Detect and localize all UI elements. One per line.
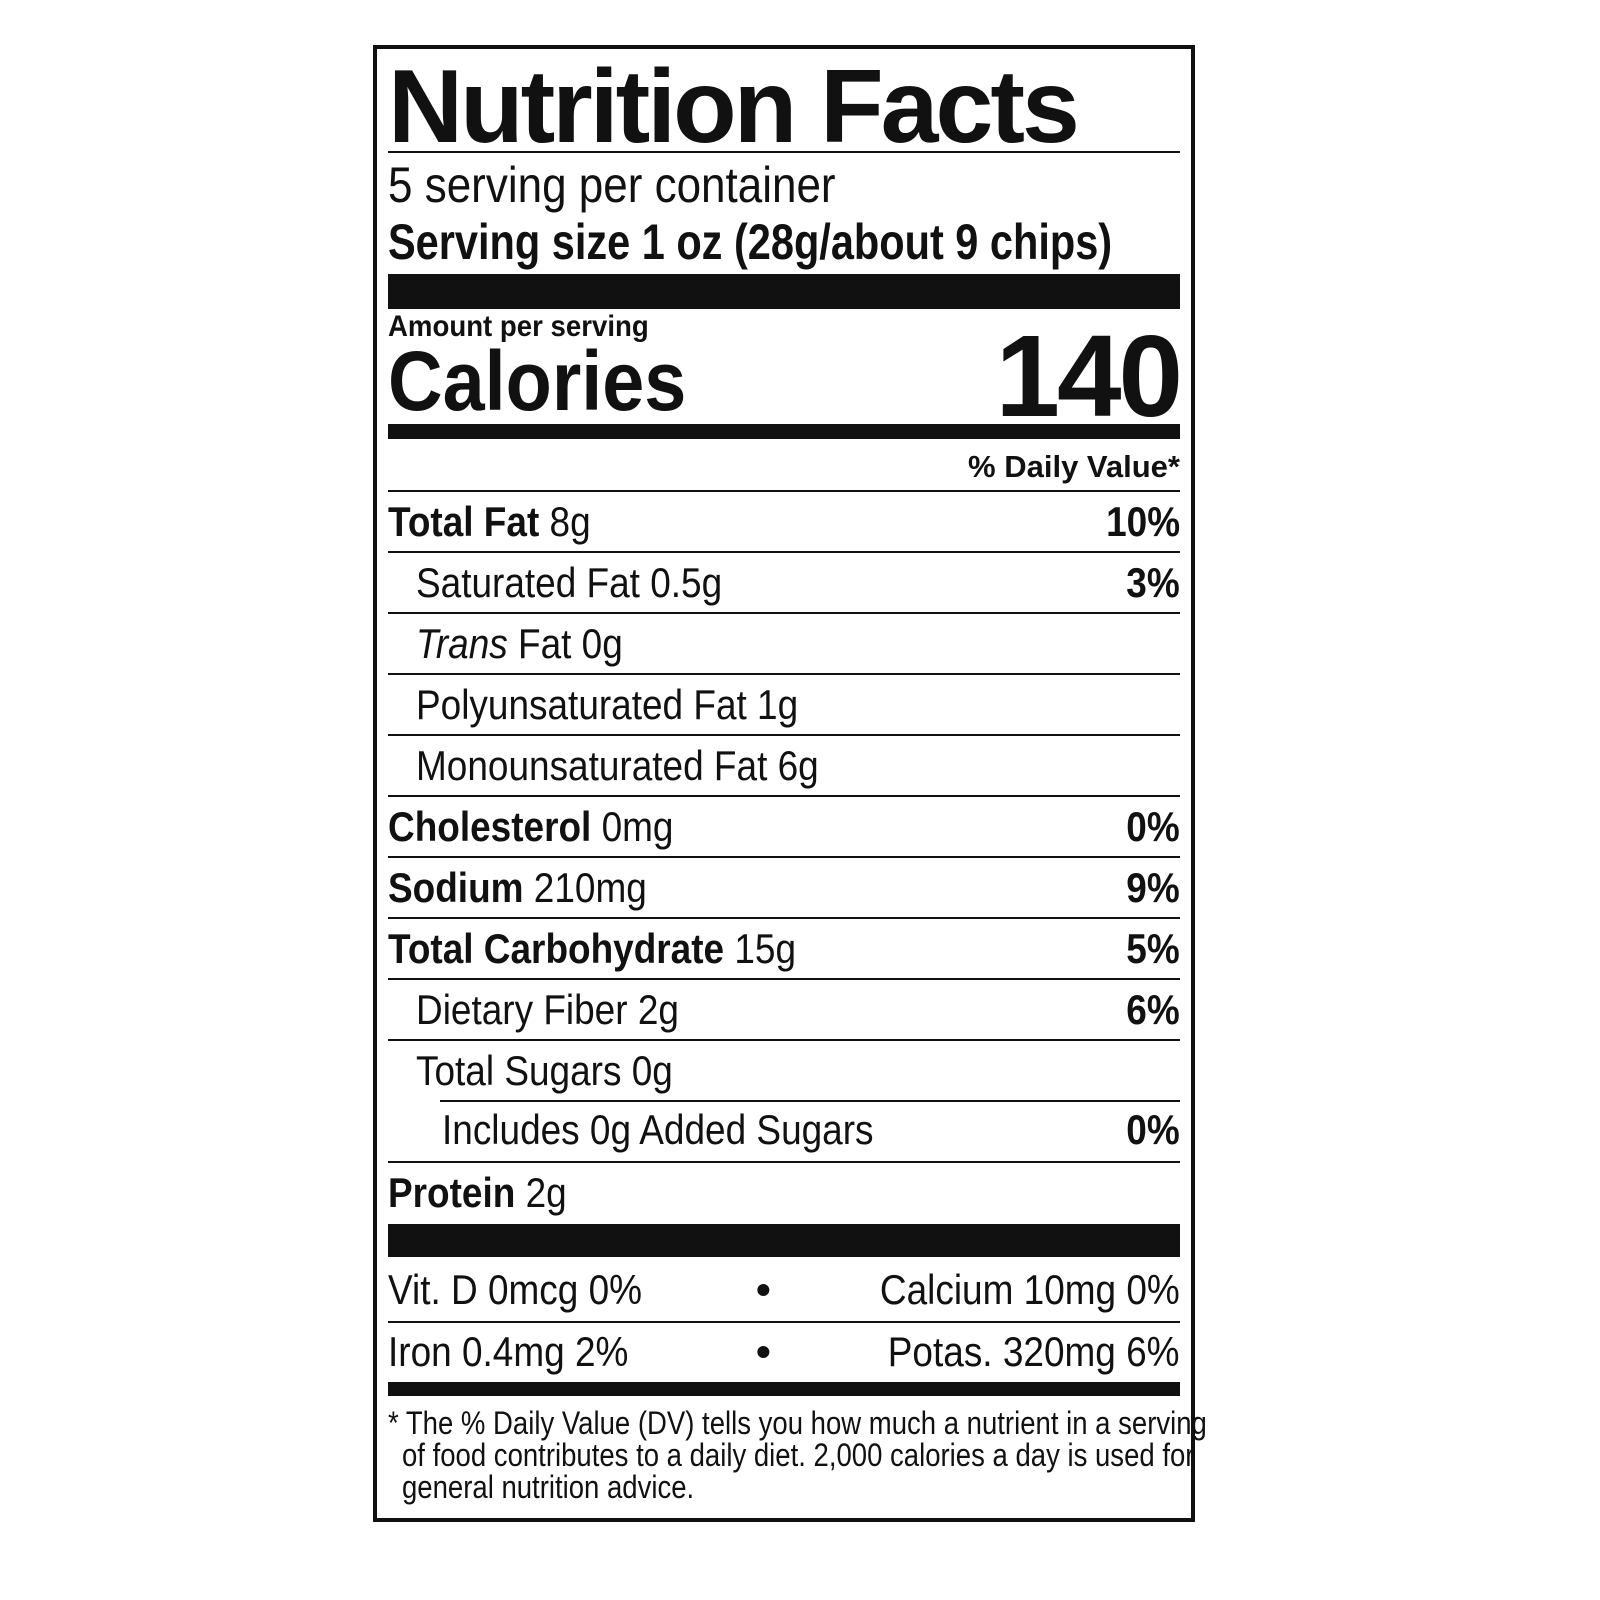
divider <box>388 1321 1180 1323</box>
calories-value: 140 <box>995 311 1183 441</box>
nutrient-row-saturated-fat: Saturated Fat 0.5g 3% <box>388 551 1180 612</box>
nutrient-row-dietary-fiber: Dietary Fiber 2g 6% <box>388 978 1180 1039</box>
nutrition-facts-label: Nutrition Facts 5 serving per container … <box>373 45 1207 1522</box>
nutrient-row-total-fat: Total Fat 8g 10% <box>388 490 1180 551</box>
nutrient-row-cholesterol: Cholesterol 0mg 0% <box>388 795 1180 856</box>
nutrient-row-monounsaturated-fat: Monounsaturated Fat 6g <box>388 734 1180 795</box>
nutrient-row-trans-fat: Trans Fat 0g <box>388 612 1180 673</box>
label-title: Nutrition Facts <box>388 49 1080 165</box>
amount-per-serving: Amount per serving <box>388 310 649 343</box>
serving-size: Serving size 1 oz (28g/about 9 chips) <box>388 214 1113 270</box>
nutrient-row-total-sugars: Total Sugars 0g <box>388 1039 1180 1100</box>
divider <box>440 1100 1180 1102</box>
medium-divider <box>388 1382 1180 1396</box>
nutrient-row-total-carbohydrate: Total Carbohydrate 15g 5% <box>388 917 1180 978</box>
daily-value-header: % Daily Value* <box>968 449 1180 484</box>
thick-divider <box>388 274 1180 309</box>
footnote: * The % Daily Value (DV) tells you how m… <box>388 1405 1207 1505</box>
nutrient-row-protein: Protein 2g <box>388 1161 1180 1222</box>
bullet-separator: • <box>756 1266 771 1313</box>
medium-divider <box>388 424 1180 439</box>
nutrient-row-polyunsaturated-fat: Polyunsaturated Fat 1g <box>388 673 1180 734</box>
divider <box>388 151 1180 153</box>
calories-label: Calories <box>388 334 687 428</box>
nutrient-row-sodium: Sodium 210mg 9% <box>388 856 1180 917</box>
thick-divider <box>388 1224 1180 1257</box>
nutrient-row-added-sugars: Includes 0g Added Sugars 0% <box>388 1100 1180 1159</box>
bullet-separator: • <box>756 1328 771 1375</box>
servings-per-container: 5 serving per container <box>388 157 836 213</box>
